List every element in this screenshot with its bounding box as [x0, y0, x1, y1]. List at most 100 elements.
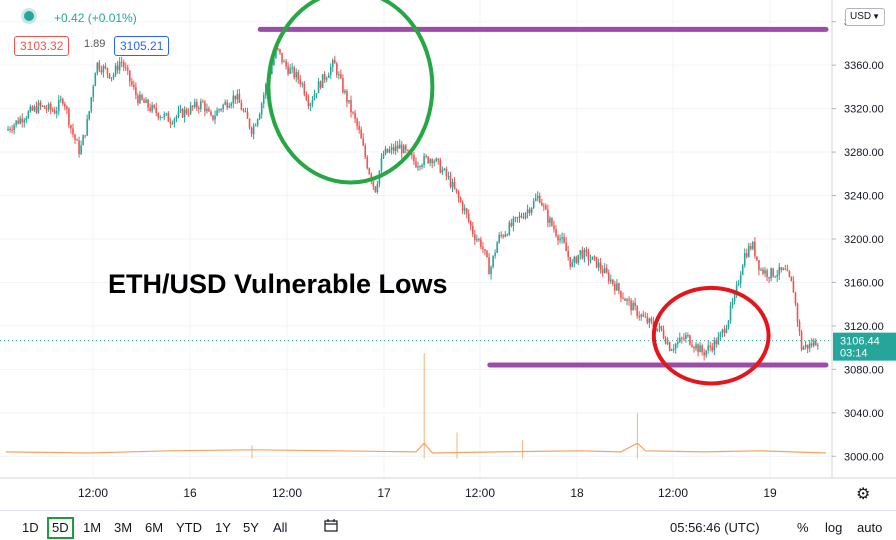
candle-body — [750, 246, 752, 249]
candle-body — [37, 102, 40, 113]
candle-body — [283, 61, 285, 63]
candle-body — [668, 342, 671, 351]
timeframe-1y[interactable]: 1Y — [215, 520, 231, 535]
candle-body — [31, 106, 34, 111]
candle-body — [78, 140, 80, 154]
candle-body — [66, 106, 68, 110]
utc-clock[interactable]: 05:56:46 (UTC) — [670, 520, 760, 535]
candle-body — [762, 269, 764, 274]
candle-body — [189, 105, 192, 114]
candle-body — [47, 104, 50, 110]
gear-icon[interactable]: ⚙ — [856, 486, 871, 503]
candle-body — [15, 120, 17, 125]
candle-body — [492, 255, 494, 267]
candle-body — [153, 105, 155, 108]
candle-body — [104, 66, 107, 69]
candle-body — [206, 108, 208, 112]
candle-body — [486, 250, 488, 258]
date-range-icon[interactable] — [324, 518, 340, 532]
timeframe-5y[interactable]: 5Y — [243, 520, 259, 535]
candle-body — [285, 61, 287, 67]
current-price-tag — [833, 332, 896, 361]
candle-body — [240, 102, 243, 111]
candle-body — [709, 345, 712, 348]
candle-body — [559, 238, 561, 241]
price-change: +0.42 (+0.01%) — [54, 11, 137, 25]
candle-body — [445, 168, 448, 176]
candle-body — [287, 66, 289, 74]
candle-body — [579, 250, 582, 255]
candle-body — [719, 333, 722, 337]
currency-select[interactable]: USD ▼ — [845, 8, 885, 26]
candle-body — [49, 104, 52, 110]
candle-body — [699, 345, 701, 353]
candle-body — [224, 102, 226, 105]
candle-body — [691, 344, 693, 347]
candle-body — [135, 87, 137, 96]
candle-body — [522, 217, 525, 219]
bid-button[interactable]: 3103.32 — [14, 36, 70, 56]
candle-body — [405, 145, 407, 150]
candle-body — [551, 218, 553, 226]
timeframe-6m[interactable]: 6M — [145, 520, 164, 535]
timeframe-all[interactable]: All — [273, 520, 288, 535]
currency-label: USD — [850, 11, 872, 22]
candle-body — [161, 117, 164, 119]
auto-toggle[interactable]: auto — [857, 520, 883, 535]
candle-body — [723, 329, 726, 333]
candle-body — [151, 105, 153, 111]
candle-body — [735, 284, 738, 293]
timeframe-3m[interactable]: 3M — [114, 520, 133, 535]
candle-body — [672, 348, 675, 351]
candle-body — [317, 81, 320, 94]
candle-body — [411, 153, 413, 156]
candle-body — [340, 74, 342, 78]
ask-button[interactable]: 3105.21 — [114, 36, 170, 56]
candle-body — [666, 342, 669, 344]
candle-body — [480, 239, 482, 248]
candle-body — [681, 337, 683, 339]
candle-body — [301, 83, 304, 85]
candle-body — [358, 125, 360, 130]
candle-body — [530, 208, 533, 213]
candle-body — [295, 72, 298, 78]
candle-body — [364, 145, 367, 158]
candle-body — [76, 139, 78, 141]
candle-body — [90, 97, 93, 112]
candle-body — [756, 256, 758, 261]
candle-body — [478, 239, 480, 241]
candle-body — [778, 267, 781, 276]
time-axis[interactable]: 12:00 16 12:00 17 12:00 18 12:00 19 — [0, 477, 896, 500]
candle-body — [384, 148, 387, 155]
candle-body — [200, 101, 202, 110]
y-tick-label: 3000.00 — [844, 451, 884, 463]
candle-body — [258, 114, 261, 120]
candle-body — [175, 116, 178, 119]
candle-body — [100, 69, 103, 73]
candle-body — [547, 209, 549, 223]
candle-body — [106, 68, 109, 74]
candle-body — [569, 256, 572, 267]
price-axis[interactable]: 3400.003360.003320.003280.003240.003200.… — [831, 0, 896, 478]
candle-body — [508, 222, 511, 235]
candle-body — [774, 276, 776, 278]
x-tick-label: 18 — [570, 486, 584, 500]
candle-body — [356, 118, 358, 126]
timeframe-ytd[interactable]: YTD — [176, 520, 202, 535]
timeframe-1m[interactable]: 1M — [83, 520, 102, 535]
log-toggle[interactable]: log — [825, 520, 843, 535]
candle-body — [717, 336, 720, 345]
percent-toggle[interactable]: % — [797, 520, 809, 535]
candle-body — [323, 74, 326, 80]
timeframe-1d[interactable]: 1D — [22, 520, 39, 535]
chart-grid — [0, 0, 832, 478]
candle-body — [98, 62, 101, 70]
candle-body — [218, 109, 220, 111]
candle-body — [421, 165, 423, 168]
timeframe-5d[interactable]: 5D — [47, 517, 74, 539]
x-tick-label: 17 — [377, 486, 391, 500]
candle-body — [703, 352, 705, 356]
candle-body — [82, 135, 84, 146]
candle-body — [575, 256, 578, 264]
